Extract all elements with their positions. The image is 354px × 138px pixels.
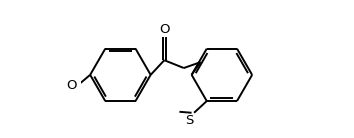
Text: O: O <box>66 79 76 92</box>
Text: S: S <box>185 114 193 127</box>
Text: O: O <box>159 23 170 36</box>
